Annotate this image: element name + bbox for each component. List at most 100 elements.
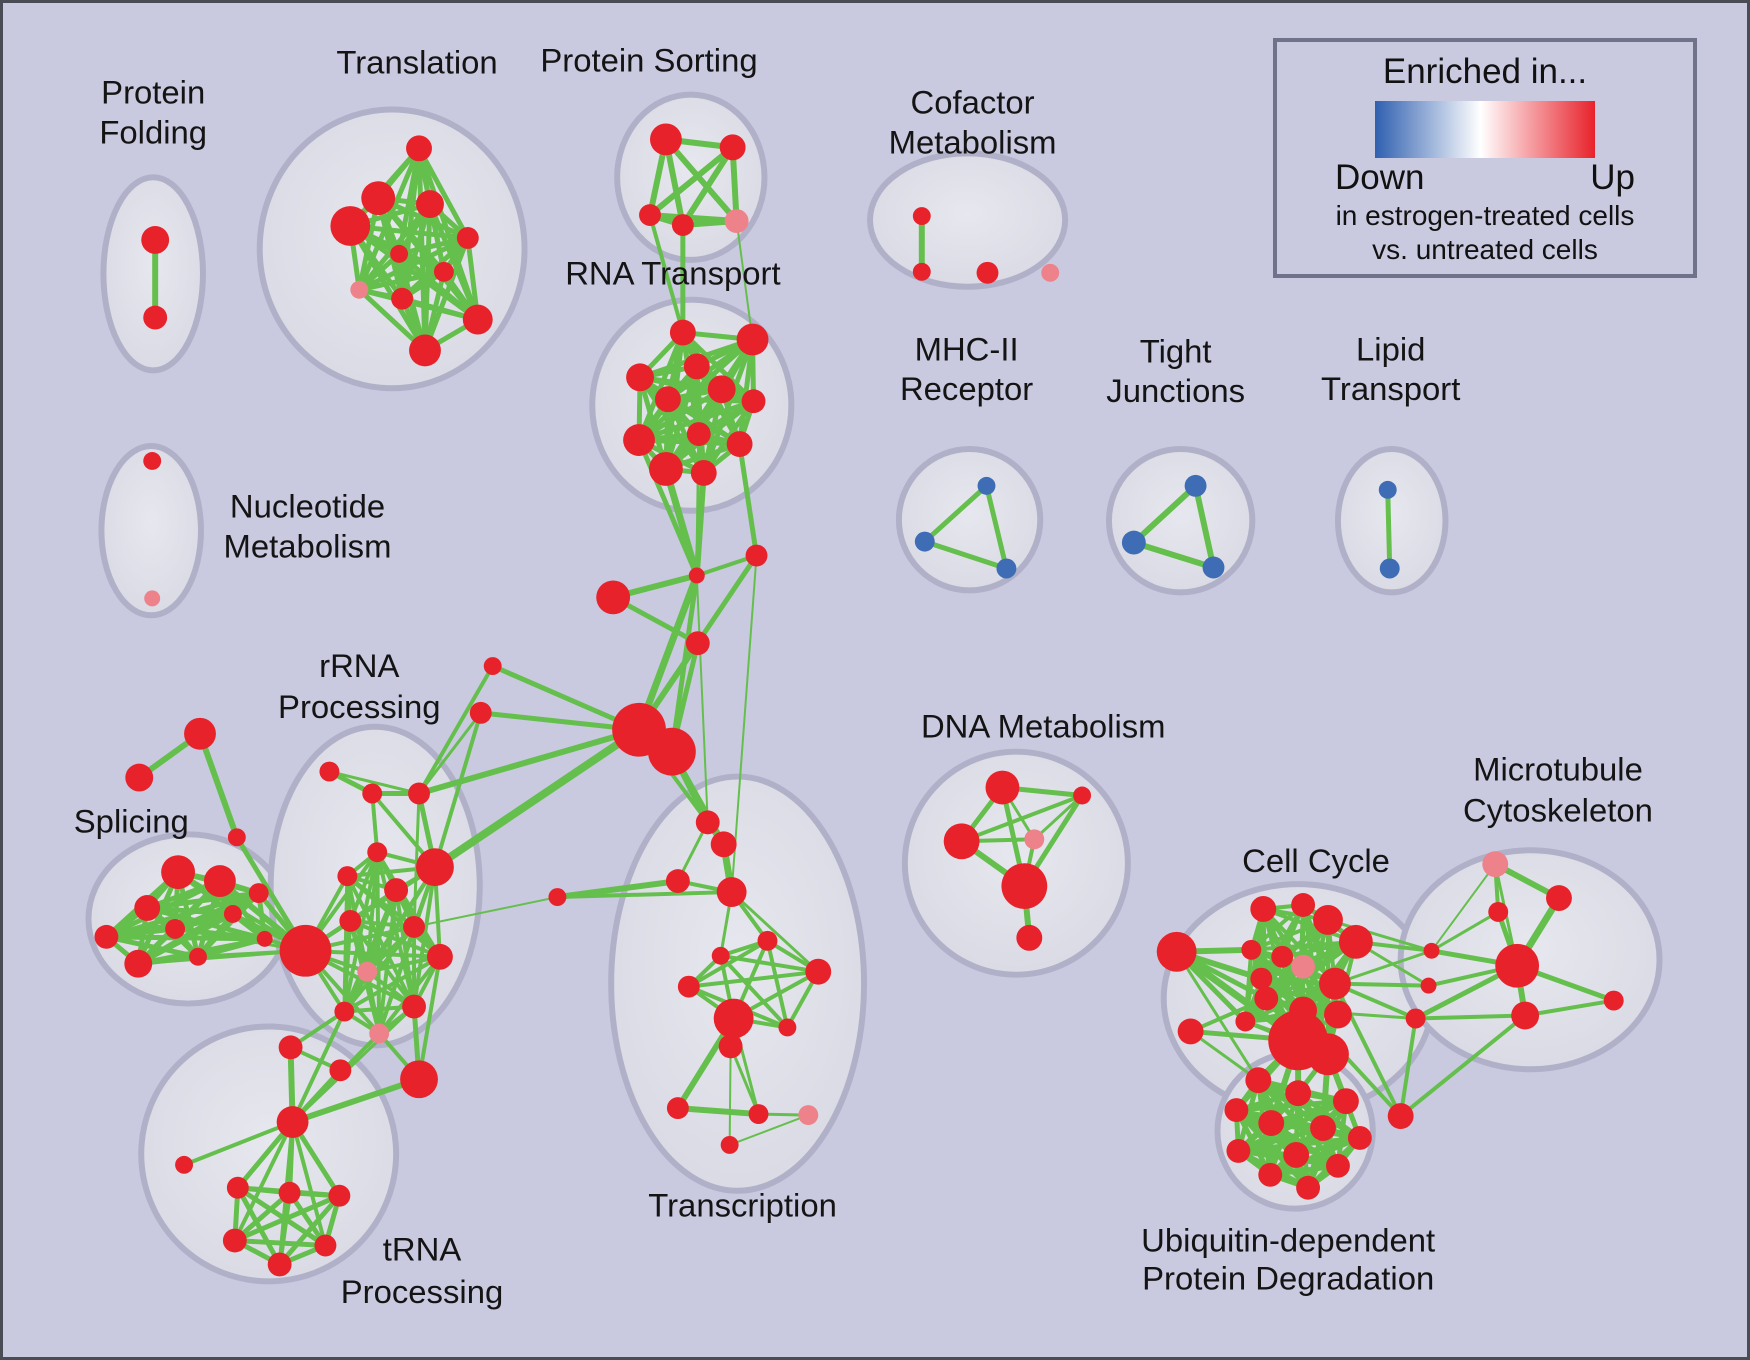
edge-s1-s3 (197, 730, 240, 841)
gene-set-node-t2 (361, 181, 396, 216)
gene-set-node-mt4 (1495, 943, 1540, 988)
cluster-label-tight-junctions: Tight Junctions (1106, 332, 1245, 409)
gene-set-node-tj1 (1184, 474, 1207, 497)
gene-set-node-lt1 (1378, 480, 1397, 499)
gene-set-node-t7 (433, 261, 454, 282)
gene-set-node-u7 (1347, 1126, 1372, 1150)
gene-set-node-sp5 (165, 918, 186, 939)
edge-x2-r3 (417, 711, 483, 795)
gene-set-node-bm (685, 631, 710, 656)
legend-up-label: Up (1590, 158, 1635, 197)
gene-set-node-mt2 (1546, 885, 1572, 911)
edge-bs-tr1 (695, 574, 709, 824)
gene-set-node-tr14 (720, 1135, 739, 1154)
edge-t7-t8 (356, 269, 447, 293)
gene-set-node-mh2 (914, 531, 935, 552)
enrichment-network-canvas: Protein Folding Translation Protein Sorting… (74, 42, 1663, 1310)
gene-set-node-ps3 (639, 204, 661, 227)
gene-set-node-t3 (330, 206, 371, 246)
gene-set-node-rt8 (686, 422, 711, 447)
gene-set-node-tp2 (278, 1181, 301, 1204)
gene-set-node-sp3 (134, 895, 161, 921)
edge-tp3-tp4 (232, 1193, 342, 1244)
gene-set-node-sp8 (223, 905, 242, 923)
gene-set-node-tr3 (665, 869, 690, 894)
gene-set-node-sp2 (203, 865, 236, 898)
gene-set-node-s3 (227, 828, 246, 847)
gene-set-node-cy2 (1291, 893, 1316, 917)
gene-set-node-r7 (384, 878, 409, 903)
cluster-label-mhc-ii-receptor: MHC-II Receptor (900, 330, 1033, 407)
gene-set-node-t8 (350, 280, 369, 299)
edge-r1-r3 (327, 770, 421, 795)
edge-h1-r3 (416, 726, 643, 797)
edge-r18-r11 (417, 954, 442, 1082)
edge-r3-r12 (412, 792, 421, 929)
gene-set-node-tr9 (713, 998, 754, 1039)
edge-r12-cc0 (413, 896, 559, 928)
edge-tr13-tr14 (728, 1114, 810, 1146)
cluster-label-rrna-processing: rRNA Processing (278, 647, 440, 725)
cluster-label-trna-processing: tRNA Processing (341, 1230, 503, 1310)
gene-set-node-mt1 (1482, 851, 1509, 878)
gene-set-node-cy10 (1254, 986, 1279, 1011)
edge-br-bm (696, 554, 759, 645)
cluster-ellipse-tight-junctions (1105, 446, 1256, 596)
gene-set-node-d4 (1024, 829, 1045, 850)
gene-set-node-cm3 (976, 261, 999, 284)
edge-rt6-rt9 (636, 386, 725, 443)
edge-rt4-rt7 (637, 374, 757, 404)
gene-set-node-mt3 (1488, 902, 1509, 922)
gene-set-node-bl (596, 580, 631, 615)
gene-set-node-tp1 (226, 1176, 249, 1199)
edge-ps3-rt1 (648, 213, 685, 335)
edge-x1-r3 (417, 664, 495, 796)
gene-set-node-r3 (408, 782, 430, 805)
gene-set-node-d2 (1073, 786, 1092, 805)
gene-set-node-rt7 (741, 389, 766, 414)
legend-caption-line1: in estrogen-treated cells (1335, 200, 1635, 231)
gene-set-node-r16 (278, 1035, 303, 1060)
edge-tp1-tp6 (235, 1185, 283, 1267)
gene-set-node-cy14 (1387, 1103, 1414, 1130)
gene-set-node-rt1 (669, 319, 696, 346)
gene-set-node-d3 (943, 823, 980, 860)
gene-set-node-cm4 (1041, 263, 1060, 282)
cluster-label-protein-sorting: Protein Sorting (540, 42, 757, 79)
gene-set-node-tj3 (1202, 556, 1225, 579)
edge-ps1-ps5 (662, 136, 740, 225)
cluster-ellipse-lipid-transport (1334, 446, 1449, 596)
gene-set-node-mt9 (1405, 1008, 1426, 1029)
edge-cy14-mt5 (1398, 1013, 1528, 1119)
gene-set-node-u4 (1224, 1098, 1249, 1123)
edge-tr4-tr7 (730, 890, 820, 974)
gene-set-node-cy7 (1291, 954, 1316, 979)
gene-set-node-r14 (402, 994, 426, 1019)
edge-t3-t11 (347, 223, 428, 353)
edge-d2-d3 (959, 793, 1085, 844)
edge-tp1-tp5 (235, 1185, 328, 1248)
gene-set-node-x1 (483, 657, 502, 676)
cluster-label-cofactor-metabolism: Cofactor Metabolism (889, 84, 1057, 161)
edge-rt4-rt12 (637, 374, 707, 476)
edge-tr5-tr15 (718, 953, 790, 1030)
gene-set-node-r1 (319, 761, 340, 782)
edge-t1-t5 (416, 145, 471, 241)
cluster-label-translation: Translation (336, 44, 497, 81)
edge-mh1-mh2 (922, 483, 989, 545)
gene-set-node-cy5 (1271, 945, 1294, 968)
gene-set-node-r18 (400, 1060, 438, 1099)
edge-rt1-rt9 (636, 330, 686, 443)
edge-tr7-tr8 (686, 969, 821, 989)
legend-title: Enriched in... (1382, 52, 1588, 91)
gene-set-node-u5 (1258, 1110, 1285, 1136)
gene-set-node-tr6 (757, 930, 778, 951)
edge-tp3-tp6 (277, 1193, 342, 1267)
gene-set-node-cy12 (1235, 1011, 1256, 1032)
gene-set-node-tp6 (267, 1252, 292, 1277)
legend-caption-line2: vs. untreated cells (1372, 234, 1598, 266)
edge-mt9-mt5 (1413, 1013, 1528, 1021)
gene-set-node-br (745, 544, 768, 567)
gene-set-node-cc0 (548, 888, 567, 906)
gene-set-node-rt9 (623, 424, 655, 456)
